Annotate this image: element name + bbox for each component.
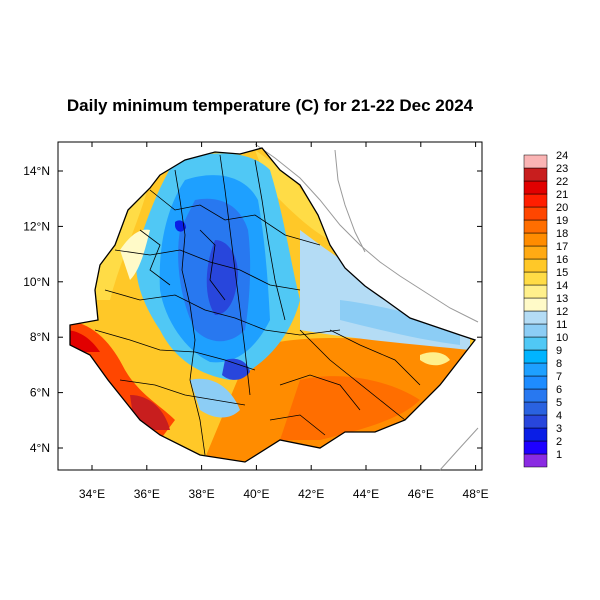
colorbar-label: 10 [556,332,568,344]
colorbar-swatch [523,310,548,325]
colorbar-label: 23 [556,163,568,175]
colorbar-label: 21 [556,189,568,201]
y-axis: 4°N 6°N 8°N 10°N 12°N 14°N [23,164,482,455]
colorbar-label: 2 [556,436,562,448]
colorbar-swatch [523,323,548,338]
colorbar-swatch [523,362,548,377]
colorbar-swatch [523,349,548,364]
colorbar-label: 17 [556,241,568,253]
colorbar-label: 18 [556,228,568,240]
colorbar-label: 14 [556,280,568,292]
neighbor-borders [254,143,479,471]
colorbar-swatch [523,167,548,182]
colorbar-swatch [523,232,548,247]
x-tick-label: 38°E [189,487,215,501]
colorbar-swatch [523,258,548,273]
x-tick-label: 44°E [353,487,379,501]
y-tick-label: 12°N [23,219,50,233]
admin-boundaries [94,154,421,456]
x-axis: 34°E 36°E 38°E 40°E 42°E 44°E 46°E 48°E [79,142,489,501]
colorbar-swatch [523,453,548,468]
colorbar-swatch [523,297,548,312]
colorbar-label: 19 [556,215,568,227]
colorbar-swatch [523,271,548,286]
colorbar-swatch [523,193,548,208]
map-title: Daily minimum temperature (C) for 21-22 … [66,96,474,115]
y-tick-label: 4°N [30,441,50,455]
x-tick-label: 36°E [134,487,160,501]
colorbar-swatch [523,206,548,221]
y-tick-label: 14°N [23,164,50,178]
colorbar-label: 22 [556,176,568,188]
colorbar-label: 16 [556,254,568,266]
colorbar-label: 20 [556,202,568,214]
colorbar-swatch [523,219,548,234]
x-tick-label: 40°E [243,487,269,501]
colorbar-label: 1 [556,449,562,461]
colorbar-swatch [523,427,548,442]
colorbar-label: 5 [556,397,562,409]
colorbar-label: 4 [556,410,562,422]
colorbar-swatch [523,336,548,351]
colorbar-swatch [523,440,548,455]
colorbar-label: 13 [556,293,568,305]
colorbar-label: 8 [556,358,562,370]
x-tick-label: 48°E [463,487,489,501]
colorbar-label: 24 [556,150,568,162]
colorbar-label: 6 [556,384,562,396]
colorbar-label: 12 [556,306,568,318]
colorbar-label: 15 [556,267,568,279]
colorbar-swatch [523,154,548,169]
colorbar-label: 7 [556,371,562,383]
y-tick-label: 6°N [30,386,50,400]
y-tick-label: 8°N [30,330,50,344]
x-tick-label: 46°E [408,487,434,501]
colorbar-swatch [523,245,548,260]
x-tick-label: 42°E [298,487,324,501]
y-tick-label: 10°N [23,275,50,289]
colorbar-swatch [523,375,548,390]
colorbar-label: 11 [556,319,567,331]
colorbar-swatch [523,180,548,195]
colorbar-swatch [523,284,548,299]
colorbar-label: 9 [556,345,562,357]
x-tick-label: 34°E [79,487,105,501]
colorbar-swatch [523,414,548,429]
country-outline [69,147,477,463]
colorbar-swatch [523,388,548,403]
colorbar-swatch [523,401,548,416]
colorbar-label: 3 [556,423,562,435]
